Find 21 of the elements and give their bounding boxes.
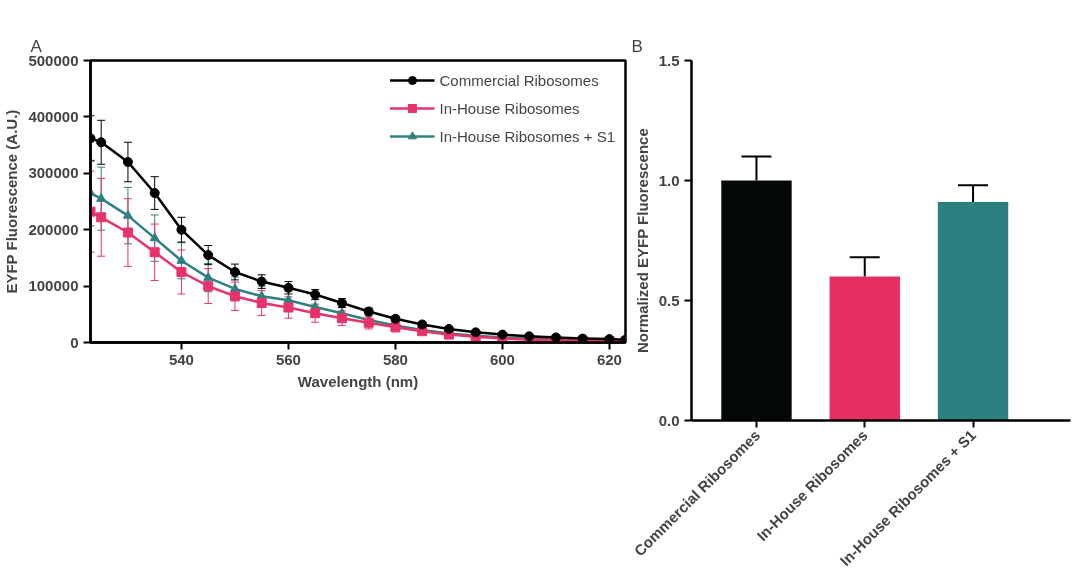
legend-label: Commercial Ribosomes (439, 71, 599, 89)
x-tick-label: 620 (596, 350, 622, 368)
y-axis-title: Normalized EYFP Fluorescence (633, 128, 651, 354)
y-tick-label: 400000 (28, 107, 79, 125)
legend-label: In-House Ribosomes + S1 (439, 127, 615, 145)
text: B (631, 36, 643, 56)
x-tick-label: 600 (489, 350, 515, 368)
x-tick-label: 580 (382, 350, 408, 368)
y-tick-label: 0 (70, 333, 79, 351)
y-tick-label: 300000 (28, 164, 79, 182)
y-tick-label: 0.5 (658, 291, 680, 309)
x-tick-label: 560 (275, 350, 301, 368)
legend-label: In-House Ribosomes (439, 99, 580, 117)
y-tick-label: 100000 (28, 277, 79, 295)
y-tick-label: 0.0 (658, 411, 680, 429)
y-tick-label: 200000 (28, 220, 79, 238)
y-tick-label: 1.5 (658, 51, 680, 69)
x-tick-label: 540 (168, 350, 194, 368)
y-axis-title: EYFP Fluorescence (A.U.) (3, 109, 21, 294)
y-tick-label: 1.0 (658, 171, 680, 189)
x-axis-title: Wavelength (nm) (297, 372, 419, 390)
